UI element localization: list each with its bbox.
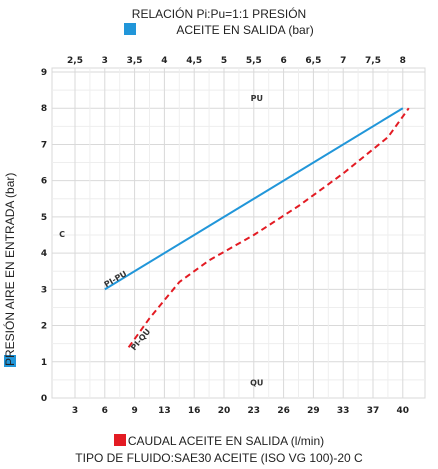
- top-x-tick-3: 4: [161, 56, 167, 66]
- top-x-tick-8: 6,5: [305, 56, 321, 66]
- top-x-tick-2: 3,5: [127, 56, 143, 66]
- top-x-tick-labels: 2,5 3 3,5 4 4,5 5 5,5 6 6,5 7 7,5 8: [67, 56, 406, 66]
- y-tick-7: 7: [41, 140, 47, 150]
- top-axis-label: ACEITE EN SALIDA (bar): [176, 23, 314, 37]
- y-tick-1: 1: [41, 358, 47, 368]
- blue-legend-square: [124, 23, 137, 35]
- label-pu: PU: [251, 94, 263, 103]
- top-x-tick-9: 7: [340, 56, 346, 66]
- inner-labels: PU QU C: [59, 94, 263, 387]
- y-tick-6: 6: [41, 177, 47, 187]
- y-tick-0: 0: [41, 394, 47, 404]
- x-tick-labels: 3 6 9 13 16 20 23 26 29 33 37 40: [72, 406, 409, 416]
- x-tick-8: 29: [307, 406, 320, 416]
- top-x-tick-0: 2,5: [67, 56, 83, 66]
- x-tick-10: 37: [367, 406, 380, 416]
- top-x-tick-6: 5,5: [246, 56, 262, 66]
- chart-title-line1: RELACIÓN Pi:Pu=1:1 PRESIÓN: [131, 7, 307, 21]
- x-tick-7: 26: [277, 406, 290, 416]
- grid-lines: [51, 67, 426, 399]
- x-axis-label: CAUDAL ACEITE EN SALIDA (l/min): [127, 434, 325, 448]
- fluid-type-note: TIPO DE FLUIDO:SAE30 ACEITE (ISO VG 100)…: [75, 451, 363, 465]
- x-tick-5: 20: [218, 406, 231, 416]
- x-tick-9: 33: [337, 406, 350, 416]
- x-tick-4: 16: [188, 406, 201, 416]
- top-x-tick-10: 7,5: [365, 56, 381, 66]
- series-pi-qu: [127, 107, 410, 348]
- y-tick-4: 4: [41, 249, 47, 259]
- label-qu: QU: [250, 378, 263, 387]
- top-x-tick-7: 6: [280, 56, 286, 66]
- y-tick-8: 8: [41, 104, 47, 114]
- x-tick-2: 9: [131, 406, 137, 416]
- y-tick-9: 9: [41, 68, 47, 78]
- y-tick-3: 3: [41, 285, 47, 295]
- x-tick-6: 23: [248, 406, 261, 416]
- top-x-tick-1: 3: [102, 56, 108, 66]
- label-c: C: [59, 230, 65, 239]
- y-tick-2: 2: [41, 322, 47, 332]
- x-tick-1: 6: [102, 406, 108, 416]
- top-x-tick-4: 4,5: [186, 56, 202, 66]
- top-axis-title: ACEITE EN SALIDA (bar): [0, 23, 438, 37]
- top-x-tick-11: 8: [400, 56, 406, 66]
- series-pi-pu: [104, 107, 404, 291]
- red-legend-square: [113, 434, 126, 446]
- x-tick-3: 13: [158, 406, 171, 416]
- top-x-tick-5: 5: [221, 56, 227, 66]
- y-tick-5: 5: [41, 213, 47, 223]
- x-tick-0: 3: [72, 406, 78, 416]
- x-axis-title: CAUDAL ACEITE EN SALIDA (l/min): [0, 434, 438, 448]
- y-tick-labels: 0 1 2 3 4 5 6 7 8 9: [41, 68, 47, 404]
- x-tick-11: 40: [397, 406, 410, 416]
- blue-legend-square-y: [4, 355, 16, 367]
